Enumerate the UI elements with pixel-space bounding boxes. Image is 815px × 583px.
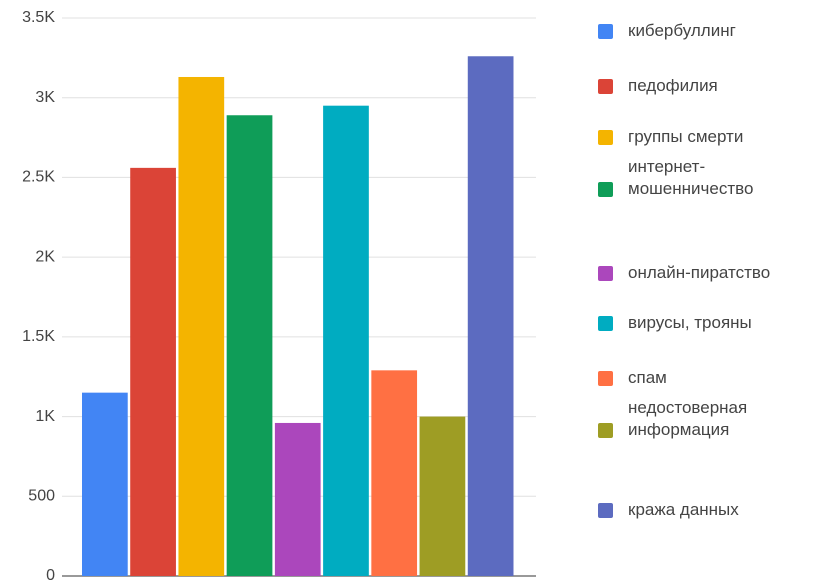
bar (371, 370, 418, 576)
legend-label: педофилия (628, 76, 718, 95)
legend-entry: кибербуллинг (598, 20, 813, 42)
y-tick-label: 1.5K (22, 328, 55, 345)
legend-label: кража данных (628, 500, 739, 519)
legend-swatch (598, 316, 613, 331)
legend-swatch (598, 24, 613, 39)
y-tick-label: 0 (46, 567, 55, 583)
legend-entry: интернет-мошенничество (598, 156, 813, 200)
legend-entry: группы смерти (598, 126, 813, 148)
legend-entry: онлайн-пиратство (598, 262, 813, 284)
bar (130, 167, 176, 576)
bar (467, 56, 514, 576)
legend-label: кибербуллинг (628, 21, 736, 40)
bar (226, 115, 273, 576)
legend-swatch (598, 79, 613, 94)
legend-swatch (598, 266, 613, 281)
legend-entry: вирусы, трояны (598, 312, 813, 334)
y-tick-label: 1K (35, 408, 55, 425)
legend-swatch (598, 423, 613, 438)
bar (419, 416, 466, 576)
legend-label: спам (628, 368, 667, 387)
y-tick-label: 500 (28, 488, 55, 505)
legend-entry: недостоверная информация (598, 397, 813, 441)
legend-swatch (598, 503, 613, 518)
y-tick-label: 2K (35, 248, 55, 265)
legend-entry: педофилия (598, 75, 813, 97)
y-tick-label: 2.5K (22, 169, 55, 186)
legend-label: онлайн-пиратство (628, 263, 771, 282)
legend-swatch (598, 130, 613, 145)
y-tick-label: 3.5K (22, 9, 55, 26)
legend-label: недостоверная информация (628, 398, 748, 439)
legend-entry: спам (598, 367, 813, 389)
legend-swatch (598, 371, 613, 386)
legend-label: вирусы, трояны (628, 313, 752, 332)
bar (323, 105, 369, 576)
bar (274, 422, 321, 576)
y-tick-label: 3K (35, 89, 55, 106)
legend-entry: кража данных (598, 499, 813, 521)
legend-label: интернет-мошенничество (628, 157, 754, 198)
bar (82, 392, 128, 576)
bar (178, 76, 225, 576)
legend-label: группы смерти (628, 127, 744, 146)
legend-swatch (598, 182, 613, 197)
chart: 0 500 1K 1.5K 2K 2.5K 3K 3.5K (22, 9, 536, 583)
